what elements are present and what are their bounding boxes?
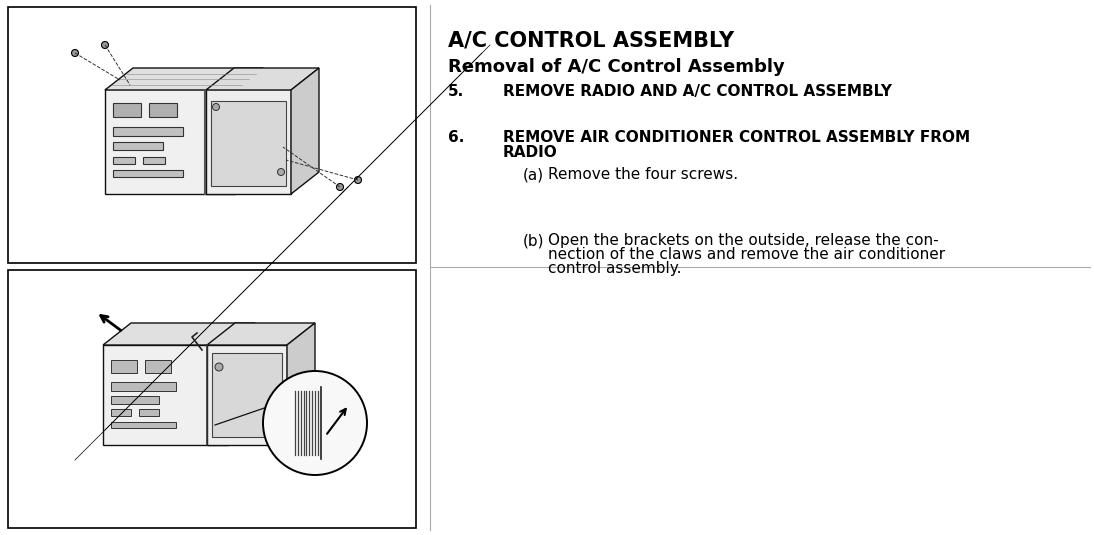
Circle shape	[263, 371, 366, 475]
Circle shape	[337, 184, 344, 190]
Circle shape	[276, 417, 282, 424]
Circle shape	[216, 363, 223, 371]
Text: RADIO: RADIO	[503, 145, 558, 160]
Bar	[110, 409, 131, 416]
Circle shape	[354, 177, 361, 184]
Bar	[212, 353, 282, 437]
Text: Remove the four screws.: Remove the four screws.	[548, 167, 738, 182]
Circle shape	[212, 103, 220, 111]
Polygon shape	[287, 323, 315, 445]
Bar	[8, 270, 416, 528]
Bar	[110, 422, 176, 428]
Text: Open the brackets on the outside, release the con-: Open the brackets on the outside, releas…	[548, 233, 939, 248]
Text: 5.: 5.	[449, 84, 464, 99]
Bar	[143, 157, 165, 164]
Circle shape	[278, 169, 284, 175]
Bar	[113, 127, 183, 136]
Text: nection of the claws and remove the air conditioner: nection of the claws and remove the air …	[548, 247, 945, 262]
Bar	[113, 142, 163, 150]
Text: A/C CONTROL ASSEMBLY: A/C CONTROL ASSEMBLY	[449, 30, 734, 50]
Circle shape	[71, 50, 79, 57]
Polygon shape	[235, 68, 263, 194]
Text: control assembly.: control assembly.	[548, 261, 682, 276]
Bar	[139, 409, 159, 416]
Text: 6.: 6.	[449, 130, 464, 145]
Polygon shape	[105, 68, 263, 90]
Circle shape	[102, 42, 108, 49]
Bar	[211, 101, 286, 186]
Bar	[146, 360, 171, 373]
Bar	[207, 345, 287, 445]
Polygon shape	[226, 323, 255, 445]
Bar	[8, 7, 416, 263]
Bar	[110, 360, 137, 373]
Bar	[110, 396, 159, 404]
Bar	[113, 103, 141, 117]
Polygon shape	[206, 68, 319, 90]
Polygon shape	[103, 323, 255, 345]
Polygon shape	[207, 323, 315, 345]
Bar	[113, 157, 135, 164]
Text: REMOVE RADIO AND A/C CONTROL ASSEMBLY: REMOVE RADIO AND A/C CONTROL ASSEMBLY	[503, 84, 892, 99]
Bar	[113, 170, 183, 177]
Bar	[105, 89, 235, 194]
Text: (a): (a)	[523, 167, 544, 182]
Bar	[206, 89, 291, 194]
Text: REMOVE AIR CONDITIONER CONTROL ASSEMBLY FROM: REMOVE AIR CONDITIONER CONTROL ASSEMBLY …	[503, 130, 970, 145]
Bar	[110, 382, 176, 391]
Bar	[103, 345, 228, 445]
Text: (b): (b)	[523, 233, 545, 248]
Text: Removal of A/C Control Assembly: Removal of A/C Control Assembly	[449, 58, 784, 76]
Polygon shape	[291, 68, 319, 194]
Bar	[149, 103, 177, 117]
